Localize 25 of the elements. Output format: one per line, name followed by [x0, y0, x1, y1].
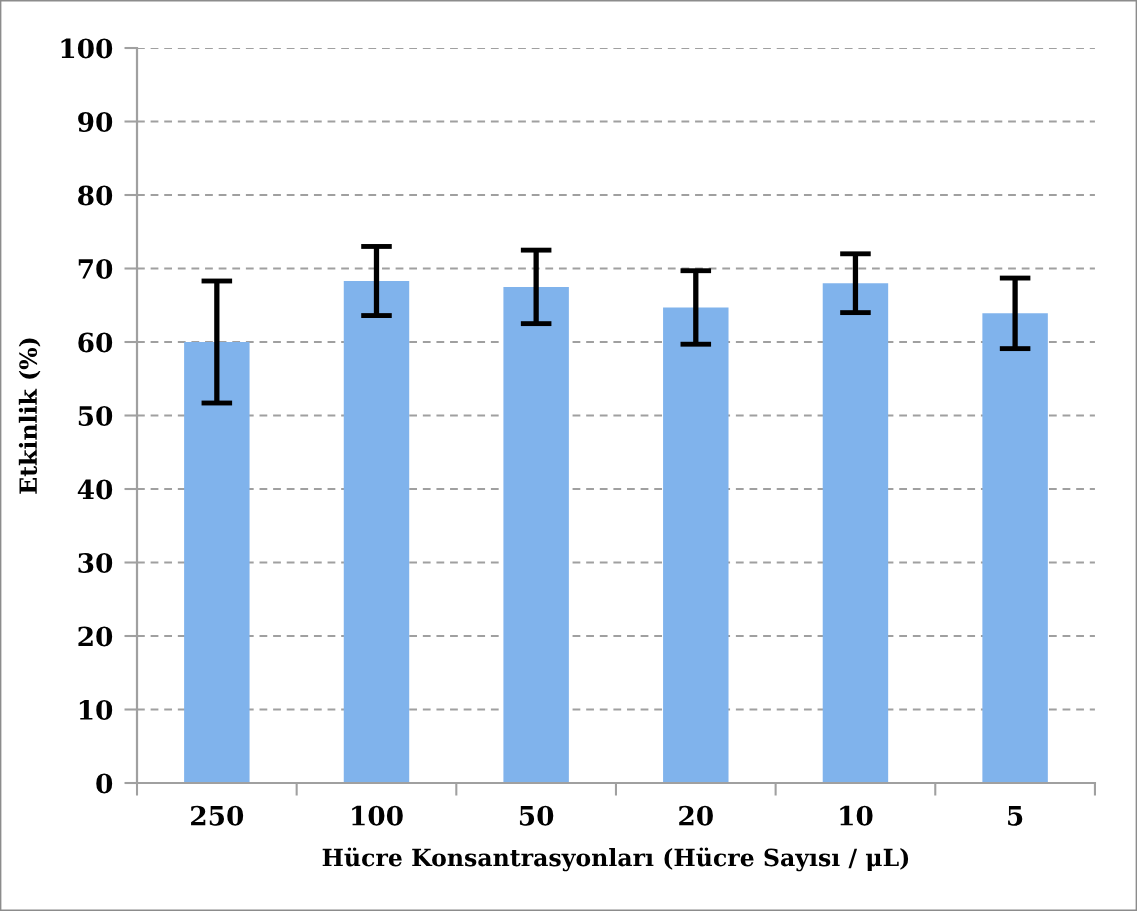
bar	[822, 283, 889, 783]
bar	[503, 286, 569, 783]
y-tick-label: 60	[78, 332, 113, 353]
y-tick-label: 80	[78, 185, 113, 206]
y-tick-label: 70	[78, 258, 113, 279]
y-tick-label: 30	[78, 552, 113, 573]
y-tick-label: 20	[78, 626, 113, 647]
bar	[343, 281, 410, 783]
y-axis-title: Etkinlik (%)	[18, 338, 41, 494]
x-axis-title: Hücre Konsantrasyonları (Hücre Sayısı / μL)	[322, 847, 909, 872]
y-tick-label: 10	[79, 699, 113, 720]
y-tick-label: 0	[96, 773, 113, 794]
x-tick-label: 250	[191, 805, 244, 826]
y-tick-label: 100	[61, 38, 113, 59]
x-tick-label: 50	[519, 805, 554, 826]
bar	[982, 313, 1048, 783]
x-tick-label: 10	[840, 805, 873, 826]
bar	[184, 342, 250, 783]
x-tick-label: 20	[679, 805, 713, 826]
y-tick-label: 40	[77, 479, 113, 500]
y-tick-label: 90	[78, 111, 113, 132]
bar	[663, 307, 729, 783]
x-tick-label: 100	[352, 805, 403, 826]
x-tick-label: 5	[1008, 806, 1023, 826]
y-tick-label: 50	[78, 405, 113, 426]
